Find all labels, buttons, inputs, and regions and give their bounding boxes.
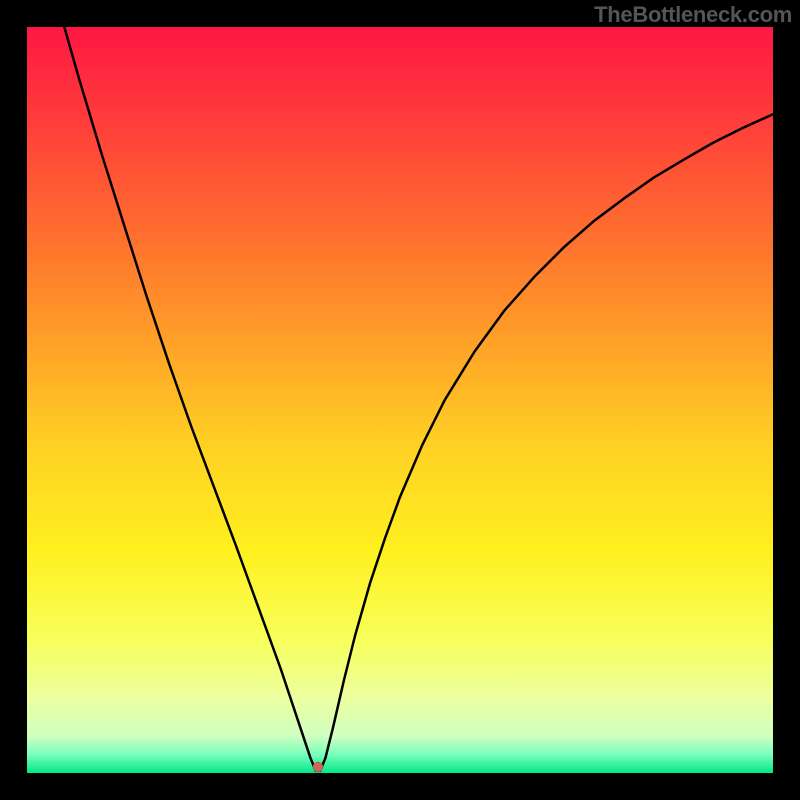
- watermark-text: TheBottleneck.com: [594, 2, 792, 28]
- chart-container: TheBottleneck.com: [0, 0, 800, 800]
- optimum-marker: [313, 762, 323, 772]
- plot-background: [27, 27, 773, 773]
- bottleneck-chart: [0, 0, 800, 800]
